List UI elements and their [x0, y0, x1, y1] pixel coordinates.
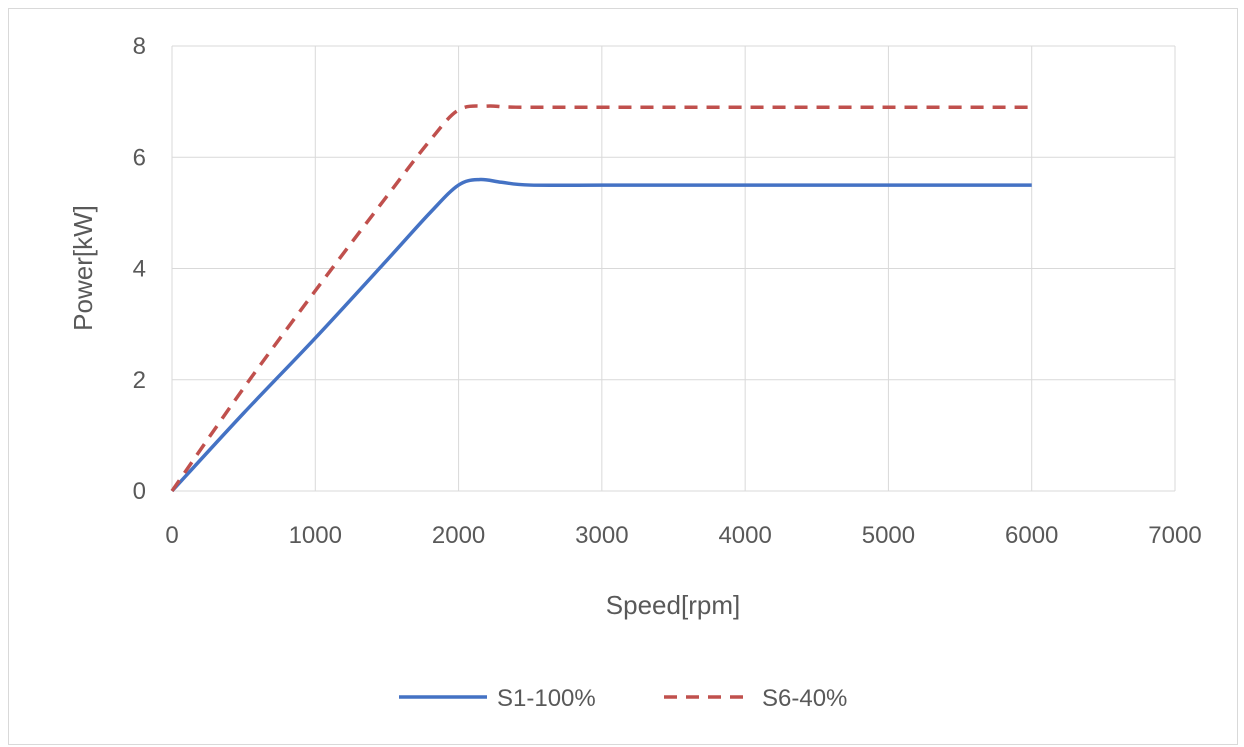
x-tick-label: 1000 — [289, 522, 342, 549]
y-tick-label: 2 — [133, 367, 146, 394]
x-tick-label: 4000 — [718, 522, 771, 549]
series-lines — [170, 104, 1032, 493]
x-axis-title: Speed[rpm] — [606, 590, 740, 620]
legend-label-2: S6-40% — [762, 685, 847, 712]
legend: S1-100% S6-40% — [399, 685, 847, 712]
y-tick-label: 0 — [133, 478, 146, 505]
x-tick-labels: 0 1000 2000 3000 4000 5000 6000 7000 — [165, 522, 1201, 549]
y-tick-label: 8 — [133, 33, 146, 60]
x-tick-label: 3000 — [575, 522, 628, 549]
y-tick-label: 6 — [133, 144, 146, 171]
x-tick-label: 2000 — [432, 522, 485, 549]
legend-label-1: S1-100% — [497, 685, 596, 712]
x-tick-label: 5000 — [862, 522, 915, 549]
gridlines — [171, 45, 1176, 492]
series-line-1 — [170, 177, 1032, 493]
x-tick-label: 6000 — [1005, 522, 1058, 549]
y-tick-labels: 0 2 4 6 8 — [133, 33, 146, 505]
x-tick-label: 7000 — [1148, 522, 1201, 549]
chart-frame — [8, 8, 1238, 745]
series-line-2 — [170, 104, 1032, 492]
y-tick-label: 4 — [133, 256, 146, 283]
x-tick-label: 0 — [165, 522, 178, 549]
y-axis-title: Power[kW] — [68, 205, 98, 331]
